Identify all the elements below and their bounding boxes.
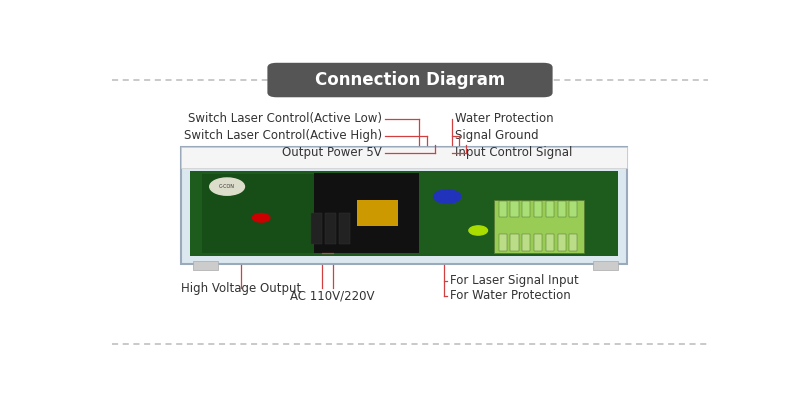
FancyBboxPatch shape (558, 234, 566, 251)
FancyBboxPatch shape (181, 146, 627, 264)
Circle shape (434, 190, 461, 203)
FancyBboxPatch shape (494, 200, 584, 253)
Text: High Voltage Output: High Voltage Output (181, 282, 301, 295)
FancyBboxPatch shape (522, 234, 530, 251)
FancyBboxPatch shape (339, 213, 350, 244)
FancyBboxPatch shape (570, 234, 578, 251)
FancyBboxPatch shape (190, 171, 618, 256)
Circle shape (253, 214, 270, 222)
FancyBboxPatch shape (546, 201, 554, 218)
Text: AC 110V/220V: AC 110V/220V (290, 290, 374, 302)
Text: Water Protection: Water Protection (454, 112, 554, 125)
FancyBboxPatch shape (534, 234, 542, 251)
Circle shape (210, 178, 245, 195)
FancyBboxPatch shape (202, 174, 352, 253)
FancyBboxPatch shape (358, 200, 398, 226)
Circle shape (469, 226, 487, 235)
FancyBboxPatch shape (498, 234, 506, 251)
FancyBboxPatch shape (314, 173, 419, 253)
Text: For Water Protection: For Water Protection (450, 290, 571, 302)
FancyBboxPatch shape (510, 201, 518, 218)
FancyBboxPatch shape (325, 213, 336, 244)
FancyBboxPatch shape (534, 201, 542, 218)
FancyBboxPatch shape (181, 146, 627, 168)
FancyBboxPatch shape (310, 213, 322, 244)
Text: Signal Ground: Signal Ground (454, 129, 538, 142)
Text: Switch Laser Control(Active High): Switch Laser Control(Active High) (184, 129, 382, 142)
FancyBboxPatch shape (570, 201, 578, 218)
Text: Switch Laser Control(Active Low): Switch Laser Control(Active Low) (188, 112, 382, 125)
Text: Output Power 5V: Output Power 5V (282, 146, 382, 159)
FancyBboxPatch shape (498, 201, 506, 218)
FancyBboxPatch shape (510, 234, 518, 251)
Text: C-CON: C-CON (219, 184, 235, 189)
FancyBboxPatch shape (522, 201, 530, 218)
Text: Connection Diagram: Connection Diagram (315, 71, 505, 89)
Text: Input Control Signal: Input Control Signal (454, 146, 572, 159)
FancyBboxPatch shape (546, 234, 554, 251)
Text: For Laser Signal Input: For Laser Signal Input (450, 274, 579, 287)
FancyBboxPatch shape (267, 63, 553, 97)
FancyBboxPatch shape (558, 201, 566, 218)
FancyBboxPatch shape (193, 260, 218, 270)
FancyBboxPatch shape (593, 260, 618, 270)
